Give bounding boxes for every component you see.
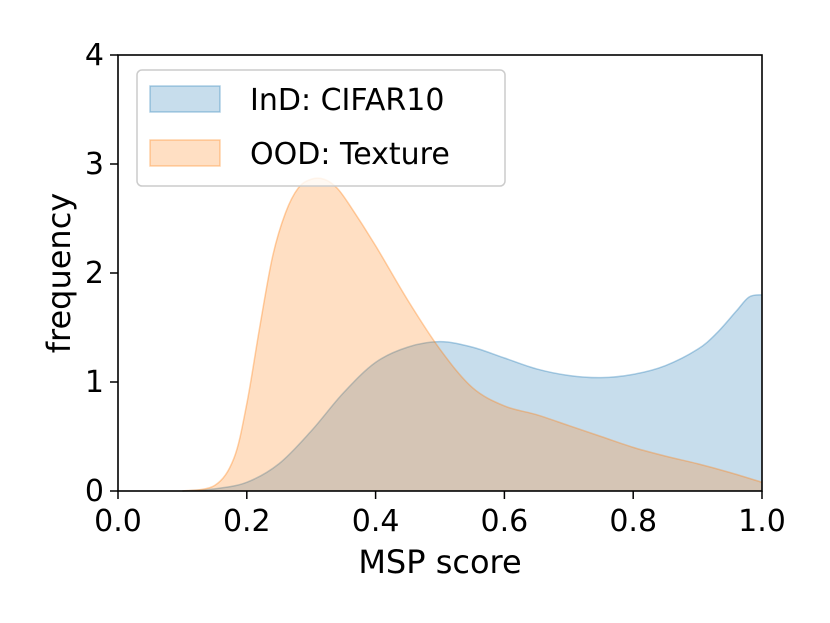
legend-label: InD: CIFAR10 — [250, 83, 444, 118]
y-axis-label: frequency — [40, 193, 78, 354]
x-tick-label: 0.0 — [94, 504, 142, 539]
y-tick-label: 1 — [85, 365, 104, 400]
y-tick-label: 0 — [85, 474, 104, 509]
series-area-1 — [182, 178, 762, 492]
x-tick-label: 0.6 — [481, 504, 529, 539]
series-area-0 — [182, 294, 762, 491]
x-tick-label: 0.8 — [609, 504, 657, 539]
legend: InD: CIFAR10 OOD: Texture — [136, 69, 506, 187]
x-tick-label: 0.4 — [352, 504, 400, 539]
x-axis-label: MSP score — [358, 543, 521, 581]
x-tick-label: 1.0 — [738, 504, 786, 539]
y-tick-label: 2 — [85, 256, 104, 291]
x-tick-label: 0.2 — [223, 504, 271, 539]
legend-box — [136, 69, 506, 187]
legend-label: OOD: Texture — [250, 137, 450, 172]
legend-swatch — [149, 85, 221, 113]
y-tick-label: 3 — [85, 147, 104, 182]
series-areas — [182, 177, 763, 492]
legend-swatch — [149, 139, 221, 167]
y-tick-label: 4 — [85, 38, 104, 73]
series-line-1 — [182, 177, 763, 492]
y-axis-ticks: 0 1 2 3 4 — [85, 38, 118, 509]
x-axis-ticks: 0.0 0.2 0.4 0.6 0.8 1.0 — [94, 491, 786, 539]
series-line-0 — [182, 294, 763, 492]
